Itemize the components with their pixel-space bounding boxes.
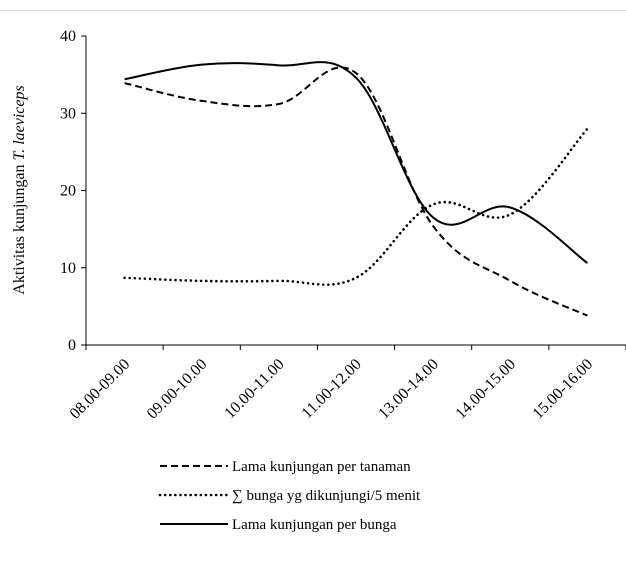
y-tick-label: 30 bbox=[60, 105, 76, 122]
x-tick-label: 08.00-09.00 bbox=[67, 356, 134, 423]
legend-label-1: Lama kunjungan per tanaman bbox=[232, 459, 411, 475]
legend: Lama kunjungan per tanaman ∑ bunga yg dik… bbox=[158, 459, 421, 533]
x-tick-label: 14.00-15.00 bbox=[452, 356, 519, 423]
series-line-2 bbox=[123, 127, 589, 286]
series-line-1 bbox=[124, 66, 588, 317]
y-axis-title: Aktivitas kunjungan T. laeviceps bbox=[11, 85, 28, 294]
legend-label-2: ∑ bunga yg dikunjungi/5 menit bbox=[232, 488, 421, 504]
series-lines bbox=[123, 61, 589, 317]
y-tick-label: 20 bbox=[60, 183, 76, 200]
x-tick-label: 10.00-11.00 bbox=[221, 356, 287, 422]
x-tick-label: 11.00-12.00 bbox=[299, 356, 365, 422]
x-tick-label: 13.00-14.00 bbox=[375, 356, 442, 423]
y-tick-label: 0 bbox=[68, 337, 76, 354]
y-tick-label: 10 bbox=[60, 260, 76, 277]
series-line-3 bbox=[124, 61, 589, 264]
x-ticks: 08.00-09.00 09.00-10.00 10.00-11.00 11.00-1… bbox=[67, 345, 626, 423]
y-ticks: 0 10 20 30 40 bbox=[60, 28, 86, 354]
x-tick-label: 15.00-16.00 bbox=[530, 356, 597, 423]
x-tick-label: 09.00-10.00 bbox=[144, 356, 211, 423]
y-tick-label: 40 bbox=[60, 28, 76, 45]
legend-label-3: Lama kunjungan per bunga bbox=[232, 517, 397, 533]
top-divider bbox=[0, 10, 626, 11]
